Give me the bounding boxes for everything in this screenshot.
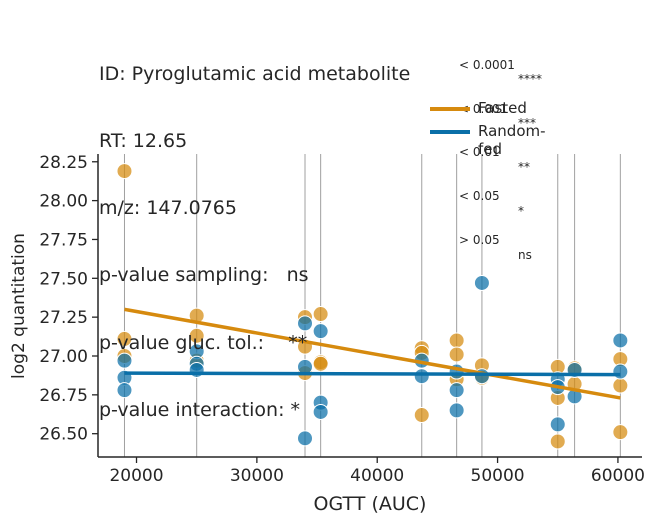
data-point: [612, 363, 629, 380]
pvalue-key-row: < 0.05 *: [459, 175, 524, 218]
metabolite-id: ID: Pyroglutamic acid metabolite: [99, 62, 411, 85]
y-tick-label: 27.75: [39, 230, 88, 250]
data-point: [549, 433, 566, 450]
pvalue-symbol: ****: [518, 72, 542, 87]
pvalue-threshold: < 0.05: [459, 189, 500, 204]
retention-time: RT: 12.65: [99, 130, 188, 153]
data-point: [473, 274, 490, 291]
data-point: [612, 424, 629, 441]
y-axis-label: log2 quantitation: [9, 233, 29, 379]
regression-line: [124, 307, 621, 400]
pvalue-threshold: < 0.0001: [459, 57, 515, 72]
data-point: [188, 327, 205, 344]
x-tick-label: 40000: [350, 466, 404, 486]
data-point: [448, 332, 465, 349]
pvalue-threshold: < 0.01: [459, 145, 500, 160]
y-tick-label: 27.50: [39, 269, 88, 289]
data-point: [116, 330, 133, 347]
data-point: [312, 306, 329, 323]
x-tick-label: 60000: [591, 466, 645, 486]
data-point: [413, 407, 430, 424]
x-axis-label: OGTT (AUC): [314, 493, 427, 515]
y-tick-label: 26.75: [39, 386, 88, 406]
data-point: [549, 416, 566, 433]
regression-line: [124, 371, 621, 377]
legend-swatch-random-fed: [430, 130, 470, 134]
x-tick-label: 50000: [471, 466, 525, 486]
mass-to-charge: m/z: 147.0765: [99, 197, 237, 220]
data-point: [448, 382, 465, 399]
data-point: [297, 315, 314, 332]
pvalue-symbol: **: [518, 159, 530, 174]
pvalue-key-row: < 0.01 **: [459, 131, 530, 174]
data-point: [312, 355, 329, 372]
pvalue-key-row: > 0.05 ns: [459, 218, 532, 262]
data-point: [413, 368, 430, 385]
y-tick-label: 28.00: [39, 192, 88, 212]
data-point: [312, 403, 329, 420]
data-point: [448, 402, 465, 419]
pvalue-key-row: < 0.001 ***: [459, 87, 536, 131]
x-tick-label: 20000: [109, 466, 163, 486]
data-point: [116, 352, 133, 369]
legend-swatch-fasted: [430, 107, 470, 111]
y-tick-label: 28.25: [39, 153, 88, 173]
axes: 20000 30000 40000 50000 60000 26.50 26.75 27.00…: [39, 153, 645, 486]
pvalue-symbol: ns: [518, 247, 532, 262]
legend-label-fasted: Fasted: [478, 99, 527, 117]
pvalue-key-row: < 0.0001 ****: [459, 43, 542, 87]
data-point: [312, 323, 329, 340]
x-tick-label: 30000: [230, 466, 284, 486]
data-point: [116, 163, 133, 180]
pvalue-symbol: ***: [518, 116, 536, 131]
vertical-gridlines: [123, 154, 621, 457]
pvalue-symbol: *: [518, 203, 524, 218]
data-point: [612, 377, 629, 394]
y-tick-label: 26.50: [39, 425, 88, 445]
data-point: [448, 346, 465, 363]
metabolite-info: ID: Pyroglutamic acid metabolite RT: 12.…: [99, 18, 410, 444]
pvalue-threshold: > 0.05: [459, 232, 500, 247]
regression-lines: [124, 307, 621, 400]
y-tick-label: 27.25: [39, 308, 88, 328]
data-point: [116, 382, 133, 399]
pvalue-sampling: p-value sampling: ns: [99, 264, 309, 287]
legend-label-random-fed: Random-fed: [478, 122, 546, 158]
data-point: [612, 332, 629, 349]
data-point: [297, 430, 314, 447]
pvalue-interaction: p-value interaction: *: [99, 398, 301, 421]
y-tick-label: 27.00: [39, 347, 88, 367]
pvalue-glucose-tolerance: p-value gluc. tol.: **: [99, 331, 308, 354]
